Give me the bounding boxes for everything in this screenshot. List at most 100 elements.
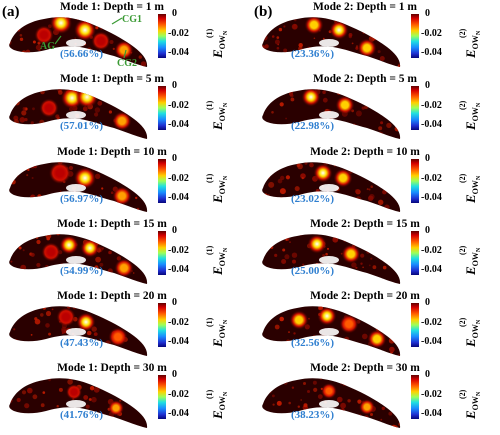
eof-axis-label: EOWN(1) — [206, 14, 228, 59]
anomaly-spot — [317, 306, 337, 326]
svg-text:EOWN: EOWN — [463, 30, 481, 59]
variance-percent: (32.56%) — [291, 337, 335, 349]
label-base: E — [463, 49, 478, 59]
anomaly-spot — [367, 329, 387, 349]
mode-title: Mode 1: Depth = 10 m — [57, 146, 167, 158]
label-base: E — [210, 49, 225, 59]
label-base: E — [463, 338, 478, 348]
label-base: E — [210, 338, 225, 348]
colorbar-tick: -0.02 — [421, 245, 442, 256]
svg-text:(2): (2) — [459, 28, 467, 38]
eof-axis-label: EOWN(1) — [206, 86, 228, 131]
eof-map — [262, 306, 401, 356]
mode-title: Mode 2: Depth = 5 m — [313, 73, 417, 85]
variance-percent: (22.98%) — [291, 120, 335, 132]
colorbar-tick: -0.04 — [421, 336, 442, 347]
anomaly-spot — [108, 327, 128, 347]
eof-axis-label: EOWN(2) — [459, 303, 481, 348]
panel-label: (a) — [2, 4, 20, 20]
mode-title: Mode 1: Depth = 15 m — [57, 218, 167, 230]
eof-map — [9, 17, 148, 67]
colorbar-tick: -0.02 — [421, 173, 442, 184]
anomaly-spot — [108, 400, 124, 416]
colorbar-tick: 0 — [172, 80, 177, 91]
mode-title: Mode 2: Depth = 20 m — [310, 290, 420, 302]
anomaly-spot — [335, 95, 355, 115]
colorbar-tick: -0.04 — [168, 119, 189, 130]
colorbar-tick: -0.02 — [168, 100, 189, 111]
annotation-cg2: CG2 — [117, 58, 137, 69]
colorbar-tick: -0.02 — [421, 389, 442, 400]
map-panel: Mode 2: Depth = 20 m (32.56%) 0 -0.02 -0.04 E… — [253, 289, 493, 361]
mode-title: Mode 1: Depth = 1 m — [60, 1, 164, 13]
svg-text:(1): (1) — [206, 100, 214, 110]
eof-axis-label: EOWN(2) — [459, 159, 481, 204]
label-base: E — [463, 266, 478, 276]
svg-text:(1): (1) — [206, 173, 214, 183]
map-panel: Mode 2: Depth = 30 m (38.23%) 0 -0.02 -0.04 E… — [253, 361, 493, 433]
colorbar — [411, 231, 419, 275]
anomaly-spot — [333, 168, 353, 188]
colorbar-tick: 0 — [172, 225, 177, 236]
svg-text:EOWN: EOWN — [210, 175, 228, 204]
map-panel: Mode 1: Depth = 30 m (41.76%) 0 -0.02 -0.04 E… — [0, 361, 240, 433]
eof-map — [262, 89, 401, 139]
colorbar-tick: -0.04 — [168, 264, 189, 275]
colorbar-tick: -0.02 — [168, 317, 189, 328]
label-base: E — [210, 410, 225, 420]
mode-title: Mode 1: Depth = 5 m — [60, 73, 164, 85]
map-panel: Mode 1: Depth = 20 m (47.43%) 0 -0.02 -0.04 E… — [0, 289, 240, 361]
colorbar-tick: -0.04 — [421, 119, 442, 130]
annotation-arrows — [54, 17, 127, 59]
colorbar-tick: -0.02 — [168, 173, 189, 184]
eof-axis-label: EOWN(2) — [459, 375, 481, 420]
anomaly-spot — [114, 40, 134, 60]
colorbar-tick: -0.04 — [421, 264, 442, 275]
anomaly-spot — [114, 258, 134, 278]
colorbar-tick: -0.02 — [168, 245, 189, 256]
colorbar — [158, 375, 166, 419]
annotation-cg1: CG1 — [122, 14, 142, 25]
anomaly-spot — [56, 307, 76, 327]
svg-text:EOWN: EOWN — [210, 319, 228, 348]
svg-text:EOWN: EOWN — [463, 175, 481, 204]
svg-text:EOWN: EOWN — [210, 391, 228, 420]
svg-text:(1): (1) — [206, 245, 214, 255]
anomaly-spot — [307, 234, 327, 254]
map-panel: Mode 2: Depth = 15 m (25.00%) 0 -0.02 -0.04 E… — [253, 217, 493, 289]
eof-axis-label: EOWN(2) — [459, 14, 481, 59]
colorbar-tick: 0 — [425, 80, 430, 91]
colorbar-tick: -0.04 — [421, 408, 442, 419]
eof-map — [9, 89, 148, 139]
svg-text:(2): (2) — [459, 317, 467, 327]
anomaly-spot — [304, 17, 324, 35]
panel-label: (b) — [254, 4, 273, 20]
colorbar — [158, 14, 166, 58]
colorbar-tick: -0.04 — [168, 47, 189, 58]
colorbar — [158, 159, 166, 203]
anomaly-spot — [39, 98, 59, 118]
map-panel: Mode 1: Depth = 1 m (56.66%) 0 -0.02 -0.04 EO… — [0, 0, 240, 72]
colorbar-tick: -0.02 — [421, 28, 442, 39]
colorbar-tick: 0 — [172, 153, 177, 164]
anomaly-spot — [329, 20, 349, 40]
anomaly-spot — [341, 244, 361, 264]
svg-text:(1): (1) — [206, 28, 214, 38]
svg-text:EOWN: EOWN — [463, 247, 481, 276]
variance-percent: (56.66%) — [60, 48, 104, 60]
anomaly-spot — [73, 166, 97, 190]
colorbar-tick: 0 — [172, 8, 177, 19]
mode-title: Mode 2: Depth = 30 m — [310, 362, 420, 374]
svg-text:(2): (2) — [459, 173, 467, 183]
eof-map — [262, 162, 401, 212]
anomaly-spot — [48, 162, 72, 185]
mode-title: Mode 2: Depth = 10 m — [310, 146, 420, 158]
eof-map — [262, 234, 401, 284]
colorbar-tick: 0 — [425, 8, 430, 19]
colorbar-tick: 0 — [172, 369, 177, 380]
svg-text:EOWN: EOWN — [210, 102, 228, 131]
colorbar-tick: -0.04 — [168, 192, 189, 203]
variance-percent: (57.01%) — [60, 120, 104, 132]
anomaly-spot — [321, 383, 337, 399]
anomaly-spot — [359, 399, 375, 415]
